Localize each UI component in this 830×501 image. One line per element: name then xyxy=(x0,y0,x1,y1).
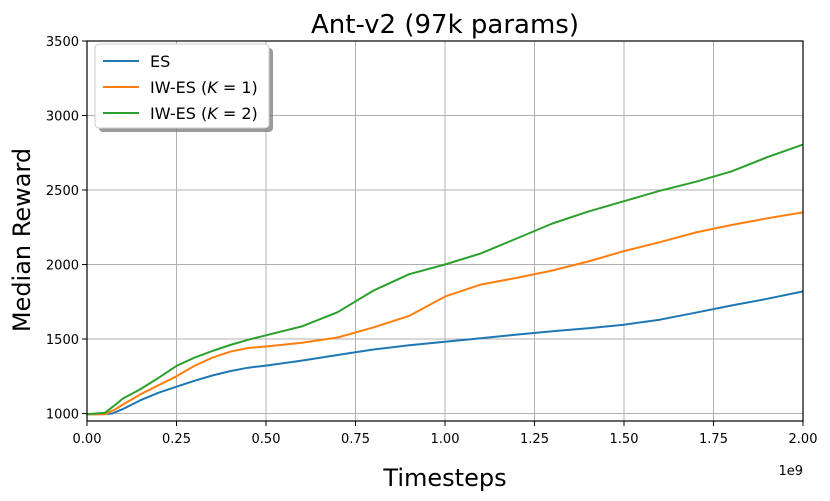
x-tick-label: 1.50 xyxy=(610,432,639,447)
legend: ES IW-ES (K = 1) IW-ES (K = 2) xyxy=(94,43,273,132)
x-tick-label: 1.25 xyxy=(520,432,549,447)
x-tick-label: 1.00 xyxy=(431,432,460,447)
x-offset-label: 1e9 xyxy=(778,464,803,479)
y-axis-label: Median Reward xyxy=(8,148,36,332)
series-lines xyxy=(86,143,804,416)
x-tick-label: 0.25 xyxy=(162,432,191,447)
series-line-1 xyxy=(87,211,804,416)
x-tick-label: 0.50 xyxy=(252,432,281,447)
x-axis-label: Timesteps xyxy=(382,464,506,492)
legend-entry: ES xyxy=(103,52,170,71)
legend-entry: IW-ES (K = 2) xyxy=(103,104,258,123)
legend-label: ES xyxy=(150,52,170,71)
legend-label: IW-ES (K = 1) xyxy=(150,78,258,97)
x-tick-label: 0.75 xyxy=(341,432,370,447)
x-tick-label: 0.00 xyxy=(73,432,102,447)
legend-entry: IW-ES (K = 1) xyxy=(103,78,258,97)
y-axis-ticks: 1000 1500 2000 2500 3000 3500 xyxy=(46,35,87,423)
x-tick-label: 2.00 xyxy=(789,432,818,447)
y-tick-label: 1000 xyxy=(46,408,79,423)
series-line-0 xyxy=(87,290,804,416)
y-tick-label: 3000 xyxy=(46,110,79,125)
y-tick-label: 2500 xyxy=(46,184,79,199)
series-line-2 xyxy=(86,143,804,416)
y-tick-label: 2000 xyxy=(46,259,79,274)
y-tick-label: 3500 xyxy=(46,35,79,50)
legend-box xyxy=(94,43,270,129)
x-axis-ticks: 0.00 0.25 0.50 0.75 1.00 1.25 1.50 1.75 2.00 xyxy=(73,421,818,447)
x-tick-label: 1.75 xyxy=(699,432,728,447)
legend-label: IW-ES (K = 2) xyxy=(150,104,258,123)
y-tick-label: 1500 xyxy=(46,333,79,348)
chart-title: Ant-v2 (97k params) xyxy=(311,10,579,40)
